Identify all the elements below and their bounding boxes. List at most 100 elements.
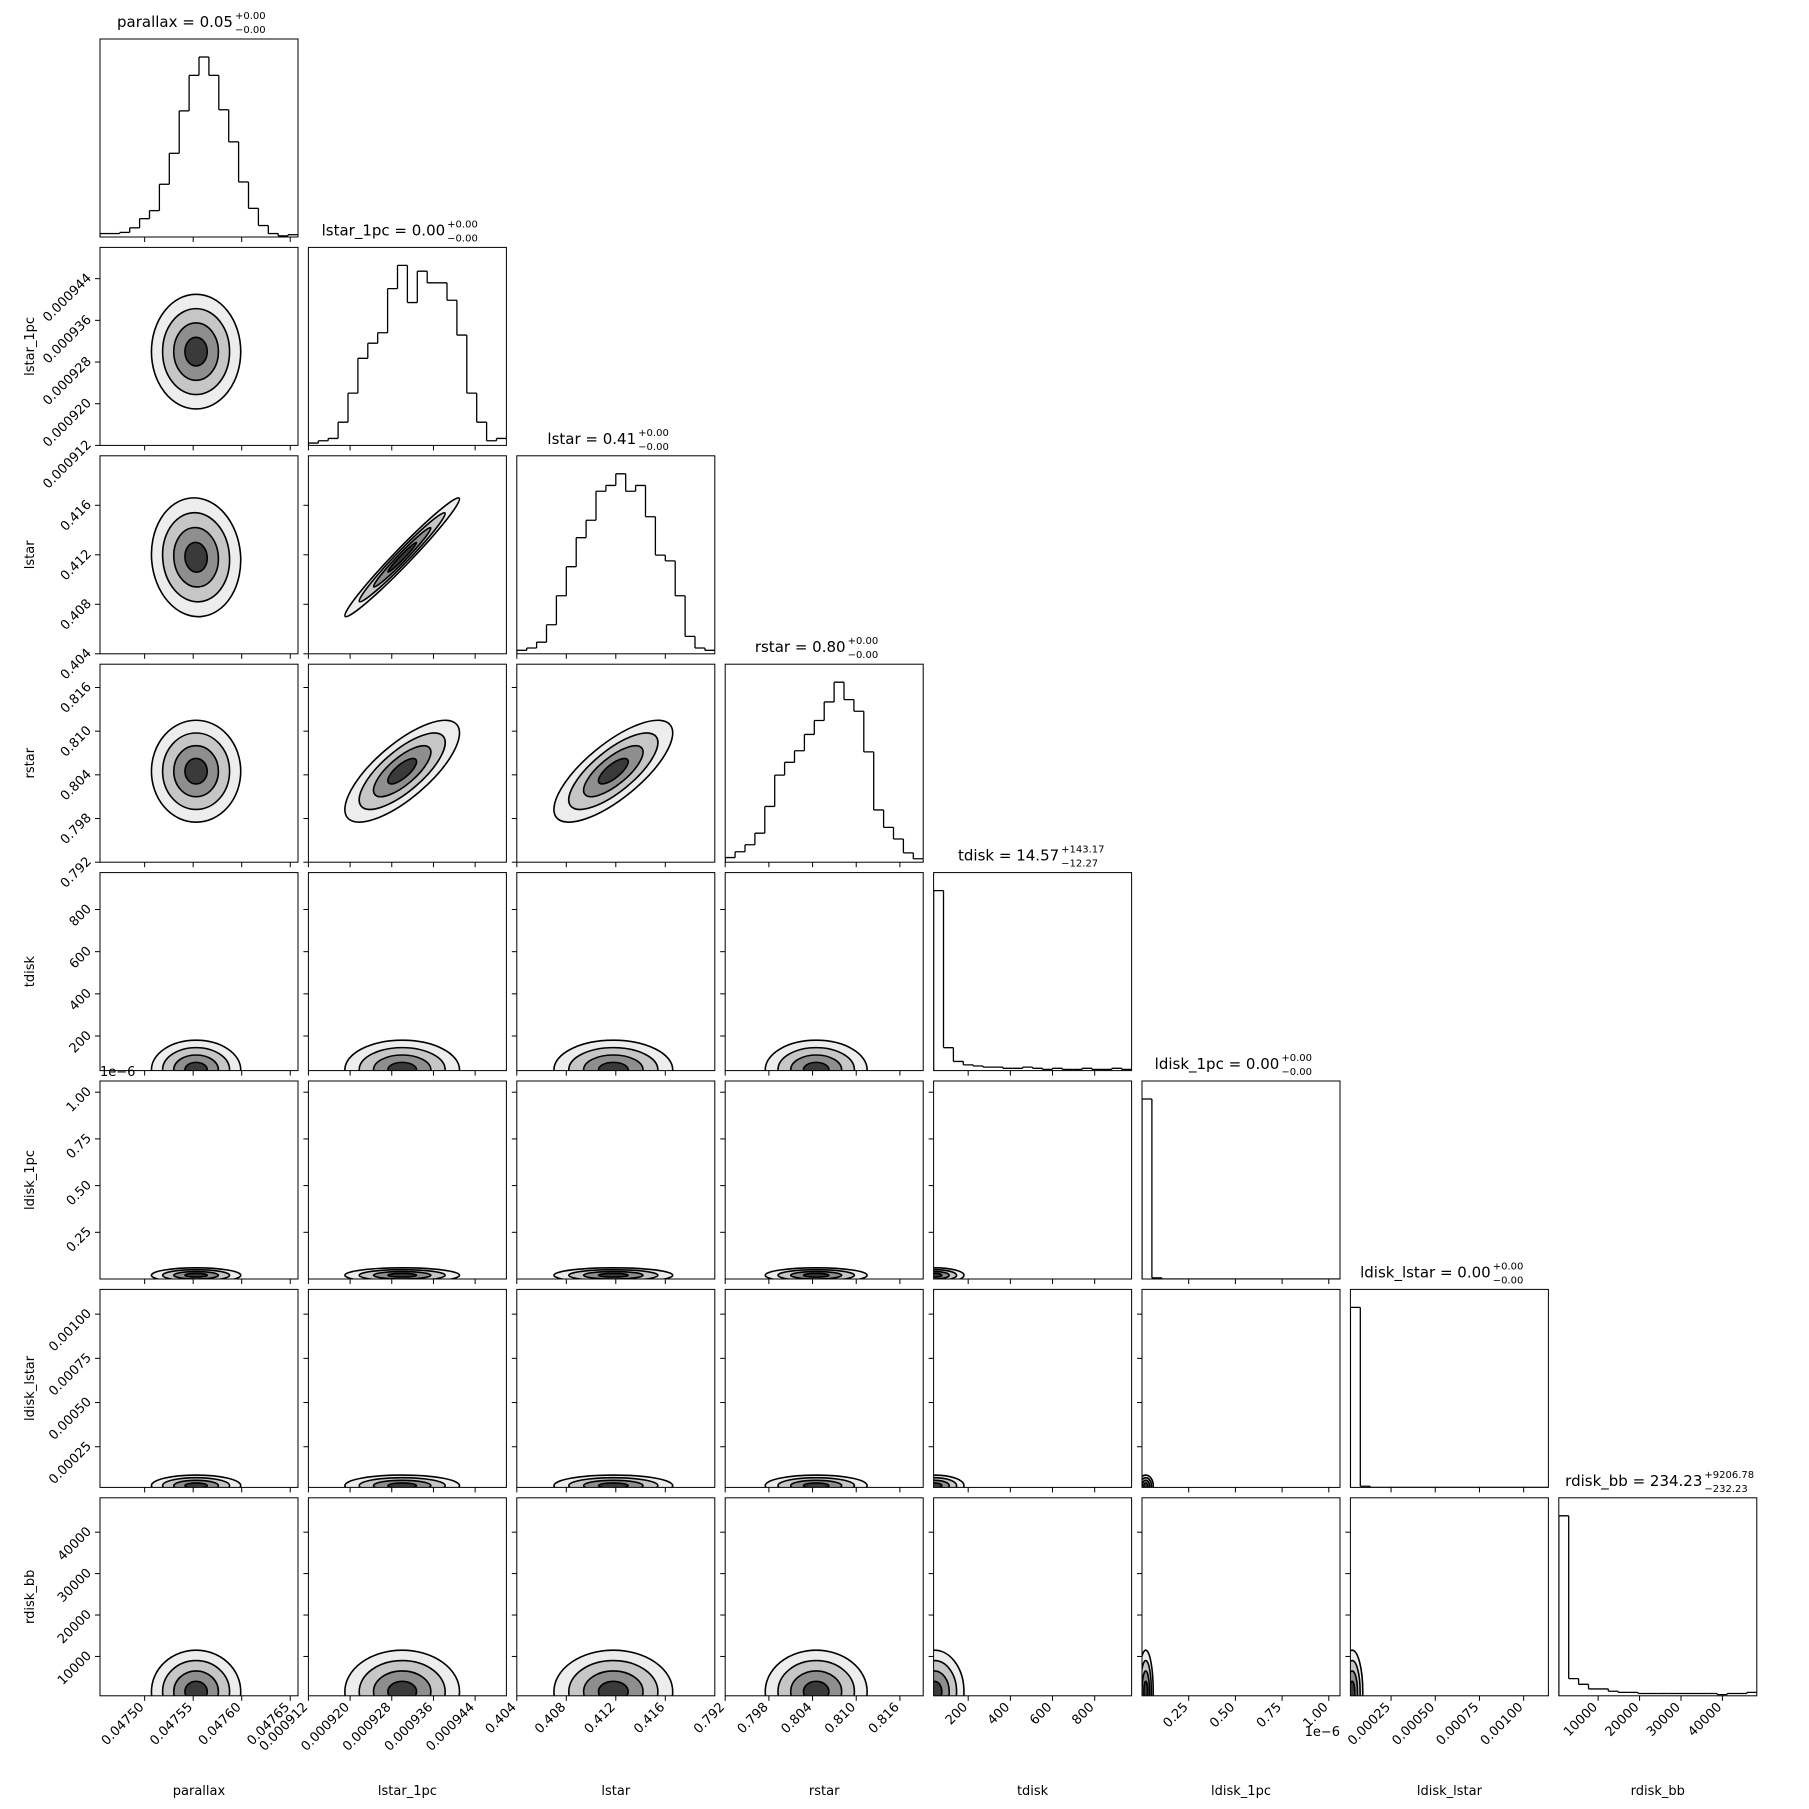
x-tick-label: 0.408: [532, 1700, 569, 1737]
panel-content: [150, 1649, 242, 1696]
panel-content: [344, 1266, 461, 1279]
y-tick-label: 200: [67, 1028, 95, 1056]
y-tick-label: 400: [67, 986, 95, 1014]
panel-frame: [933, 1497, 1133, 1697]
panel-frame: [724, 1288, 924, 1488]
y-axis-label: ldisk_1pc: [23, 1150, 38, 1210]
panel-frame: [724, 1497, 924, 1697]
panel-content: [100, 56, 298, 237]
panel-content: [1142, 1649, 1155, 1696]
y-tick-label: 1.00: [64, 1084, 95, 1115]
y-tick-label: 40000: [55, 1524, 95, 1564]
panel: lstar_1pc = 0.00 +0.00 −0.00: [307, 219, 507, 451]
x-tick-label: 0.412: [582, 1700, 619, 1737]
density-contour: [597, 1680, 629, 1696]
panel: ldisk_lstar = 0.00 +0.00 −0.00: [1349, 1261, 1549, 1493]
panel-frame: [724, 1080, 924, 1280]
y-tick-label: 20000: [55, 1607, 95, 1647]
x-tick-label: 0.00075: [1434, 1700, 1483, 1749]
panel-content: [150, 719, 242, 823]
y-tick-label: 800: [67, 902, 95, 930]
panel: [928, 1288, 1133, 1493]
x-tick-label: 0.416: [631, 1700, 668, 1737]
y-tick-label: 0.25: [64, 1225, 95, 1256]
panel-frame: [1349, 1497, 1549, 1697]
panel-frame: [516, 1080, 716, 1280]
x-tick-label: 600: [1027, 1700, 1055, 1728]
panel: [303, 872, 507, 1076]
panel-content: [553, 1039, 674, 1071]
y-tick-label: 600: [67, 944, 95, 972]
title-sup: +0.00: [848, 636, 879, 647]
title-sup: +0.00: [447, 219, 478, 230]
density-contour: [387, 1272, 418, 1278]
density-contour: [597, 1272, 629, 1278]
x-tick-label: 0.404: [483, 1700, 520, 1737]
panel-content: [553, 719, 674, 823]
x-tick-label: 400: [985, 1700, 1013, 1728]
panel-title: ldisk_lstar = 0.00: [1360, 1263, 1491, 1282]
y-tick-label: 0.00025: [46, 1439, 95, 1488]
x-tick-label: 200: [943, 1700, 971, 1728]
density-contour: [184, 1061, 209, 1071]
panel: [511, 1080, 716, 1284]
x-axis-label: ldisk_lstar: [1417, 1784, 1483, 1799]
y-tick-label: 10000: [55, 1649, 95, 1689]
panel: [720, 1288, 924, 1493]
density-contour: [387, 1061, 418, 1071]
panel: [928, 1080, 1133, 1284]
x-tick-label: 40000: [1685, 1700, 1725, 1740]
panel: 0.404 0.408 0.412 0.416: [58, 455, 299, 683]
panel-content: [150, 1266, 242, 1279]
x-axis-label: rdisk_bb: [1631, 1784, 1685, 1799]
density-contour: [184, 757, 209, 785]
panel-frame: [1141, 1497, 1341, 1697]
panel-content: [553, 1266, 674, 1279]
panel-content: [150, 1039, 242, 1071]
title-sup: +0.00: [1493, 1261, 1524, 1272]
panel: [720, 1080, 924, 1284]
panel: ldisk_1pc = 0.00 +0.00 −0.00: [1141, 1053, 1341, 1284]
x-tick-label: 0.798: [735, 1700, 772, 1737]
y-tick-label: 0.804: [58, 767, 95, 804]
y-axis-label: rdisk_bb: [23, 1570, 38, 1624]
x-tick-label: 0.04760: [196, 1700, 245, 1749]
density-contour: [933, 1482, 943, 1488]
panel-frame: [307, 246, 507, 446]
y-axis-label: lstar: [23, 540, 38, 569]
x-tick-label: 0.00025: [1345, 1700, 1394, 1749]
panel-frame: [99, 38, 299, 238]
y-tick-label: 0.75: [64, 1131, 95, 1162]
panel-title: rstar = 0.80: [755, 638, 846, 656]
panel-content: [764, 1039, 868, 1071]
panel-content: [150, 293, 242, 410]
panel: lstar = 0.41 +0.00 −0.00: [516, 428, 716, 659]
density-contour: [184, 1482, 209, 1488]
x-tick-label: 0.50: [1207, 1700, 1238, 1731]
panel-content: [150, 1474, 242, 1488]
x-tick-label: 0.04750: [99, 1700, 148, 1749]
density-contour: [387, 757, 418, 785]
title-sub: −0.00: [848, 650, 879, 661]
panel-frame: [99, 1288, 299, 1488]
panel-frame: [933, 1288, 1133, 1488]
panel-content: [516, 473, 715, 654]
panel-title: lstar = 0.41: [547, 430, 636, 448]
panel-title: lstar_1pc = 0.00: [322, 221, 446, 240]
x-tick-label: 0.00100: [1478, 1700, 1527, 1749]
density-contour: [387, 541, 418, 573]
panel-content: [764, 1474, 868, 1488]
y-tick-label: 0.416: [58, 498, 95, 535]
panel-frame: [724, 663, 924, 863]
density-contour: [933, 1680, 943, 1696]
panel: rdisk_bb = 234.23 +9206.78 −232.23 10000 200…: [1558, 1470, 1758, 1740]
panel: [511, 1288, 716, 1493]
y-tick-label: 0.792: [58, 854, 95, 891]
panel-content: [1558, 1515, 1757, 1696]
x-axis-label: lstar: [601, 1784, 630, 1799]
x-tick-label: 0.792: [691, 1700, 728, 1737]
